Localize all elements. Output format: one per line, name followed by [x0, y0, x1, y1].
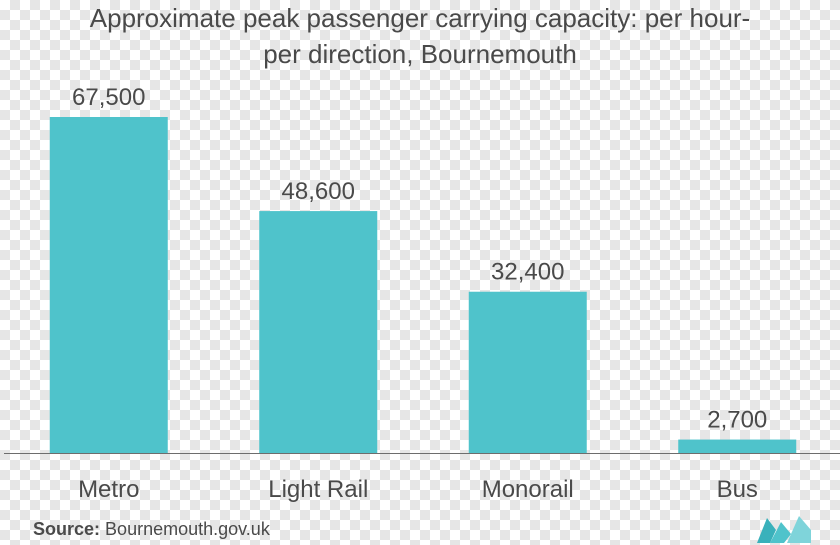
- brand-logo-icon: [757, 516, 811, 543]
- x-tick-label-1: Metro: [78, 476, 139, 503]
- data-label-2: 48,600: [282, 178, 355, 205]
- bar-4: [678, 439, 797, 453]
- x-tick-label-2: Light Rail: [268, 476, 368, 503]
- bar-3: [468, 291, 587, 453]
- source-label: Source:: [33, 519, 101, 539]
- chart-title: Approximate peak passenger carrying capa…: [0, 0, 840, 72]
- bar-2: [259, 211, 378, 453]
- data-label-4: 2,700: [707, 407, 767, 434]
- data-label-3: 32,400: [491, 259, 564, 286]
- source-note: Source: Bournemouth.gov.uk: [33, 519, 270, 540]
- source-text: Bournemouth.gov.uk: [105, 519, 270, 539]
- bar-1: [49, 117, 168, 453]
- x-tick-label-3: Monorail: [482, 476, 574, 503]
- x-tick-label-4: Bus: [717, 476, 758, 503]
- data-label-1: 67,500: [72, 84, 145, 111]
- chart-title-line-2: per direction, Bournemouth: [263, 39, 577, 69]
- chart-title-line-1: Approximate peak passenger carrying capa…: [89, 3, 751, 33]
